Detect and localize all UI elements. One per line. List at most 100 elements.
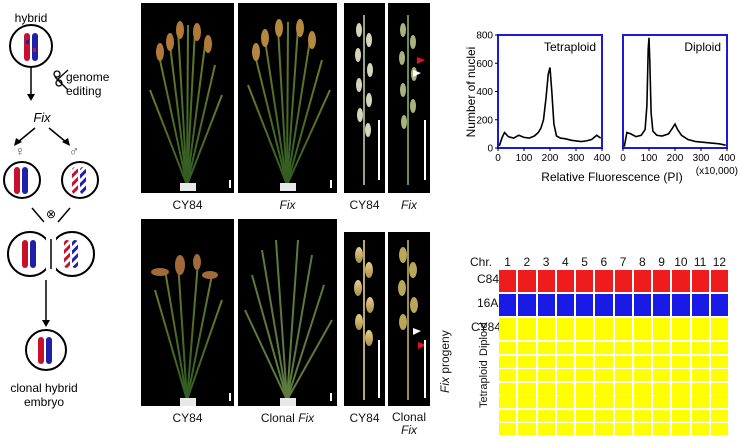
x-tick-label: 0 [620, 153, 626, 164]
progeny-cell [710, 409, 728, 422]
progeny-cell [653, 409, 671, 422]
chromosome-cell [537, 318, 555, 340]
cross-symbol: ⊗ [46, 207, 56, 221]
progeny-cell [672, 382, 690, 395]
progeny-cell [672, 369, 690, 381]
y-tick-label: 200 [476, 115, 493, 126]
hybrid-cell [9, 24, 53, 68]
chromosome-cell [518, 270, 536, 292]
progeny-cell [537, 409, 555, 422]
progeny-cell [518, 369, 536, 381]
progeny-cell [691, 423, 709, 435]
progeny-cell [653, 369, 671, 381]
progeny-row [499, 382, 728, 395]
x-tick-label: 100 [516, 153, 533, 164]
progeny-label: Fix progeny [438, 330, 452, 393]
progeny-cell [633, 423, 651, 435]
x-tick-label: 200 [667, 153, 684, 164]
panel-title-1: Tetraploid [544, 40, 596, 54]
photo-clonal-fix-bottom [238, 219, 337, 406]
progeny-cell [499, 342, 517, 354]
progeny-cell [537, 396, 555, 408]
chromosome-blue [32, 33, 38, 61]
flow-cytometry-chart: Tetraploid 0 100 200 300 400 0 200 400 600 800 Dipl… [464, 31, 738, 185]
progeny-cell [576, 342, 594, 354]
chromosome-cell [633, 318, 651, 340]
progeny-cell [595, 382, 613, 395]
progeny-row [499, 423, 728, 435]
progeny-cell [672, 396, 690, 408]
chromosome-cell [518, 318, 536, 340]
label-cy84-bottom: CY84 [172, 411, 203, 425]
progeny-cell [614, 355, 632, 368]
label-cy84-top: CY84 [172, 198, 203, 212]
progeny-cell [672, 342, 690, 354]
progeny-cell [518, 423, 536, 435]
chr-number: 9 [658, 255, 665, 269]
x-tick-label: 300 [693, 153, 710, 164]
progeny-cell [499, 369, 517, 381]
progeny-cell [576, 396, 594, 408]
chr-number-row: 1 2 3 4 5 6 7 8 9 10 11 12 [499, 255, 728, 269]
progeny-row [499, 396, 728, 408]
chromosome-cell [672, 318, 690, 340]
chromosome-cell [672, 270, 690, 292]
progeny-cell [518, 342, 536, 354]
chromosome-cell [653, 294, 671, 316]
chromosome-cell [710, 294, 728, 316]
progeny-cell [537, 342, 555, 354]
progeny-cell [595, 355, 613, 368]
red-arrowhead [418, 342, 426, 349]
chromosome-cell [710, 270, 728, 292]
chromosome-cell [556, 318, 574, 340]
progeny-cell [518, 355, 536, 368]
progeny-cell [691, 409, 709, 422]
progeny-cell [537, 369, 555, 381]
chromosome-row [499, 318, 728, 340]
chr-number: 5 [581, 255, 588, 269]
progeny-cell [537, 382, 555, 395]
chr-number: 3 [542, 255, 550, 269]
chromosome-cell [576, 318, 594, 340]
x-tick-label: 0 [495, 153, 501, 164]
progeny-row [499, 409, 728, 422]
progeny-cell [633, 382, 651, 395]
chr-number: 12 [712, 255, 727, 269]
progeny-cell [556, 355, 574, 368]
zygote-cell [7, 231, 95, 277]
progeny-row [499, 342, 728, 354]
photo-cy84-top [141, 3, 234, 193]
histogram-line-1 [498, 67, 602, 147]
progeny-cell [595, 423, 613, 435]
progeny-cell [653, 382, 671, 395]
x-tick-label: 400 [719, 153, 736, 164]
progeny-cell [633, 355, 651, 368]
y-axis-label: Number of nuclei [464, 47, 478, 138]
panicle-clonal-fix-bottom [388, 232, 430, 406]
chromosome-cell [518, 294, 536, 316]
progeny-cell [556, 369, 574, 381]
x-tick-label: 100 [641, 153, 658, 164]
progeny-cell [672, 423, 690, 435]
progeny-cell [537, 355, 555, 368]
panicle-cy84-top [344, 3, 385, 193]
row-label-cy84: CY84 [471, 320, 502, 334]
female-symbol: ♀ [15, 143, 26, 159]
chromosome-row [499, 294, 728, 316]
x-tick-label: 400 [594, 153, 611, 164]
chromosome-cell [595, 270, 613, 292]
chromosome-cell [614, 294, 632, 316]
y-tick-label: 400 [476, 87, 493, 98]
chromosome-cell [710, 318, 728, 340]
fix-label: Fix [33, 110, 51, 125]
progeny-cell [499, 382, 517, 395]
photo-fix-top [238, 3, 337, 193]
x-axis-label: Relative Fluorescence (PI) [541, 170, 682, 184]
progeny-cell [710, 342, 728, 354]
chromosome-cell [537, 294, 555, 316]
progeny-cell [691, 396, 709, 408]
progeny-cell [499, 409, 517, 422]
chromosome-cell [499, 270, 517, 292]
progeny-cell [595, 396, 613, 408]
chromosome-cell [653, 318, 671, 340]
